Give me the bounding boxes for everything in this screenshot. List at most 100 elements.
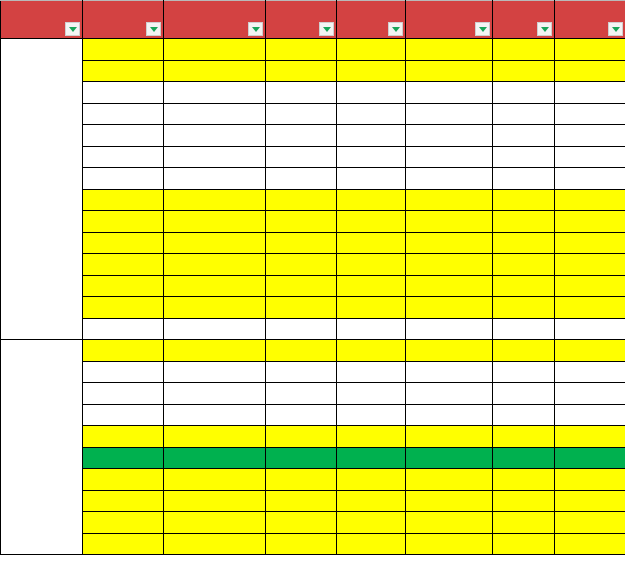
- cell-away-team[interactable]: [405, 102, 493, 125]
- cell-kickoff-time[interactable]: [163, 231, 266, 254]
- cell-away-team[interactable]: [405, 360, 493, 383]
- cell-league[interactable]: [82, 489, 164, 512]
- filter-dropdown-icon[interactable]: [146, 22, 161, 36]
- cell-home-team[interactable]: [265, 81, 337, 104]
- cell-home-team[interactable]: [265, 124, 337, 147]
- table-row[interactable]: [1, 167, 625, 190]
- cell-kickoff-time[interactable]: [163, 468, 266, 491]
- cell-result[interactable]: [554, 296, 625, 319]
- cell-result[interactable]: [554, 102, 625, 125]
- cell-home-team[interactable]: [265, 167, 337, 190]
- cell-score[interactable]: [336, 360, 406, 383]
- cell-home-team[interactable]: [265, 317, 337, 340]
- cell-away-team[interactable]: [405, 81, 493, 104]
- table-row[interactable]: [1, 59, 625, 82]
- cell-score[interactable]: [336, 167, 406, 190]
- cell-direction[interactable]: [492, 145, 555, 168]
- cell-home-team[interactable]: [265, 468, 337, 491]
- table-row[interactable]: [1, 188, 625, 211]
- cell-away-team[interactable]: [405, 210, 493, 233]
- cell-result[interactable]: [554, 167, 625, 190]
- cell-league[interactable]: [82, 382, 164, 405]
- cell-result[interactable]: [554, 425, 625, 448]
- table-row[interactable]: [1, 511, 625, 534]
- cell-kickoff-time[interactable]: [163, 274, 266, 297]
- table-row[interactable]: [1, 253, 625, 276]
- cell-home-team[interactable]: [265, 511, 337, 534]
- table-row[interactable]: [1, 81, 625, 104]
- cell-score[interactable]: [336, 231, 406, 254]
- cell-league[interactable]: [82, 468, 164, 491]
- cell-direction[interactable]: [492, 446, 555, 469]
- cell-league[interactable]: [82, 231, 164, 254]
- cell-away-team[interactable]: [405, 532, 493, 555]
- cell-away-team[interactable]: [405, 489, 493, 512]
- cell-league[interactable]: [82, 38, 164, 61]
- cell-away-team[interactable]: [405, 382, 493, 405]
- table-row[interactable]: [1, 102, 625, 125]
- cell-league[interactable]: [82, 296, 164, 319]
- table-row[interactable]: [1, 317, 625, 340]
- cell-home-team[interactable]: [265, 274, 337, 297]
- table-row[interactable]: [1, 446, 625, 469]
- cell-away-team[interactable]: [405, 274, 493, 297]
- cell-kickoff-time[interactable]: [163, 38, 266, 61]
- cell-score[interactable]: [336, 489, 406, 512]
- cell-league[interactable]: [82, 145, 164, 168]
- cell-direction[interactable]: [492, 403, 555, 426]
- cell-league[interactable]: [82, 360, 164, 383]
- cell-score[interactable]: [336, 188, 406, 211]
- cell-league[interactable]: [82, 317, 164, 340]
- table-row[interactable]: [1, 360, 625, 383]
- date-group-cell[interactable]: [0, 339, 83, 555]
- cell-away-team[interactable]: [405, 468, 493, 491]
- cell-result[interactable]: [554, 231, 625, 254]
- cell-away-team[interactable]: [405, 124, 493, 147]
- cell-away-team[interactable]: [405, 511, 493, 534]
- table-row[interactable]: [1, 296, 625, 319]
- cell-result[interactable]: [554, 210, 625, 233]
- cell-league[interactable]: [82, 339, 164, 362]
- cell-direction[interactable]: [492, 102, 555, 125]
- cell-result[interactable]: [554, 145, 625, 168]
- cell-home-team[interactable]: [265, 489, 337, 512]
- cell-score[interactable]: [336, 296, 406, 319]
- cell-result[interactable]: [554, 253, 625, 276]
- column-header-home-team[interactable]: [265, 0, 337, 39]
- filter-dropdown-icon[interactable]: [475, 22, 490, 36]
- cell-away-team[interactable]: [405, 145, 493, 168]
- column-header-league[interactable]: [82, 0, 164, 39]
- cell-home-team[interactable]: [265, 188, 337, 211]
- cell-direction[interactable]: [492, 188, 555, 211]
- cell-home-team[interactable]: [265, 253, 337, 276]
- cell-direction[interactable]: [492, 253, 555, 276]
- cell-result[interactable]: [554, 403, 625, 426]
- cell-kickoff-time[interactable]: [163, 59, 266, 82]
- cell-result[interactable]: [554, 317, 625, 340]
- cell-home-team[interactable]: [265, 210, 337, 233]
- cell-score[interactable]: [336, 317, 406, 340]
- cell-score[interactable]: [336, 425, 406, 448]
- filter-dropdown-icon[interactable]: [537, 22, 552, 36]
- table-row[interactable]: [1, 231, 625, 254]
- cell-result[interactable]: [554, 532, 625, 555]
- cell-result[interactable]: [554, 489, 625, 512]
- cell-kickoff-time[interactable]: [163, 532, 266, 555]
- cell-league[interactable]: [82, 511, 164, 534]
- cell-home-team[interactable]: [265, 339, 337, 362]
- filter-dropdown-icon[interactable]: [319, 22, 334, 36]
- cell-kickoff-time[interactable]: [163, 425, 266, 448]
- cell-direction[interactable]: [492, 274, 555, 297]
- column-header-kickoff-time[interactable]: [163, 0, 266, 39]
- cell-kickoff-time[interactable]: [163, 102, 266, 125]
- cell-score[interactable]: [336, 253, 406, 276]
- cell-result[interactable]: [554, 81, 625, 104]
- cell-away-team[interactable]: [405, 339, 493, 362]
- cell-kickoff-time[interactable]: [163, 317, 266, 340]
- cell-result[interactable]: [554, 468, 625, 491]
- cell-home-team[interactable]: [265, 446, 337, 469]
- cell-kickoff-time[interactable]: [163, 253, 266, 276]
- cell-home-team[interactable]: [265, 145, 337, 168]
- cell-direction[interactable]: [492, 532, 555, 555]
- table-row[interactable]: [1, 274, 625, 297]
